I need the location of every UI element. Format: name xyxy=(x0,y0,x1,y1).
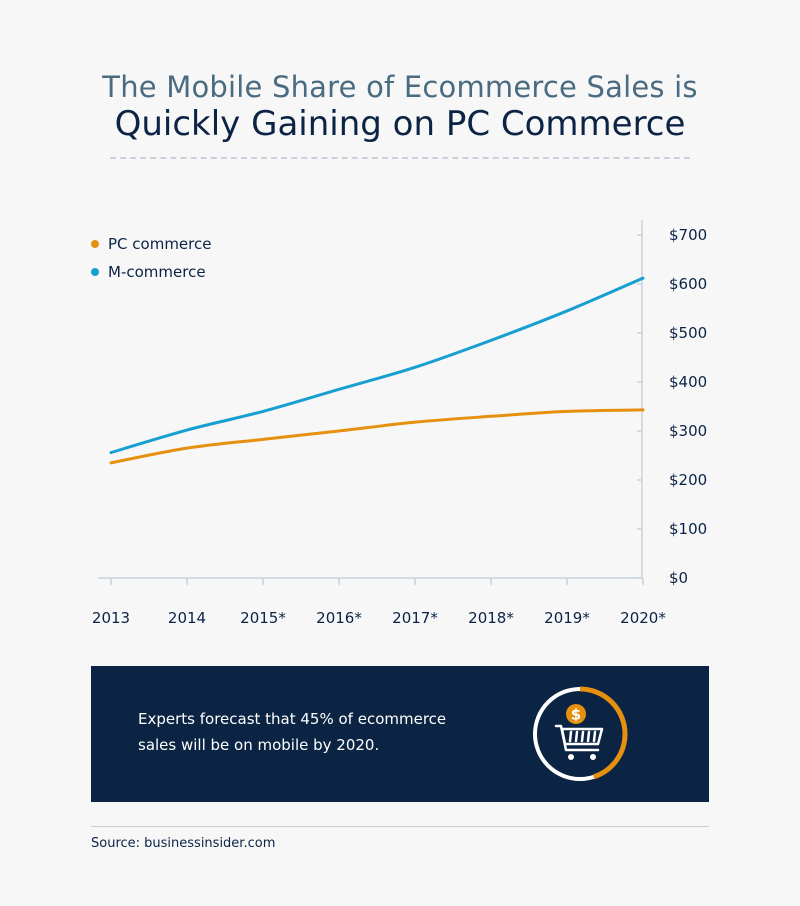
chart-legend: PC commerce M-commerce xyxy=(91,235,211,281)
y-tick-label: $0 xyxy=(669,569,688,587)
legend-label: M-commerce xyxy=(108,263,206,281)
source-divider xyxy=(91,826,709,827)
legend-label: PC commerce xyxy=(108,235,211,253)
legend-marker xyxy=(91,240,99,248)
x-tick-label: 2015* xyxy=(240,609,286,627)
x-tick-label: 2018* xyxy=(468,609,514,627)
shopping-cart-dollar-icon: $ xyxy=(532,686,628,782)
series-line-m-commerce xyxy=(109,276,645,455)
legend-marker xyxy=(91,268,99,276)
chart-axes: 2013 2014 2015* 2016* 2017* 2018* 2019* 2020* $0… xyxy=(92,220,707,627)
forecast-callout: Experts forecast that 45% of ecommerce s… xyxy=(91,666,709,802)
y-tick-label: $300 xyxy=(669,422,707,440)
y-tick-label: $400 xyxy=(669,373,707,391)
dollar-sign: $ xyxy=(571,706,581,724)
x-tick-label: 2020* xyxy=(620,609,666,627)
chart-series-layer xyxy=(109,276,645,465)
dollar-coin-icon xyxy=(566,704,586,724)
x-tick-label: 2019* xyxy=(544,609,590,627)
y-tick-label: $500 xyxy=(669,324,707,342)
x-tick-label: 2014 xyxy=(168,609,206,627)
y-tick-label: $100 xyxy=(669,520,707,538)
x-tick-label: 2017* xyxy=(392,609,438,627)
page-title-line2: Quickly Gaining on PC Commerce xyxy=(114,104,686,144)
y-tick-label: $600 xyxy=(669,275,707,293)
page-title-line1: The Mobile Share of Ecommerce Sales is xyxy=(102,70,698,104)
y-tick-label: $200 xyxy=(669,471,707,489)
callout-text: Experts forecast that 45% of ecommerce s… xyxy=(138,710,447,754)
title-divider xyxy=(110,157,690,159)
source-note: Source: businessinsider.com xyxy=(91,836,276,851)
cart-wheel-left xyxy=(568,754,574,760)
x-tick-label: 2016* xyxy=(316,609,362,627)
x-tick-label: 2013 xyxy=(92,609,130,627)
y-tick-label: $700 xyxy=(669,226,707,244)
series-line-pc-commerce xyxy=(109,408,645,465)
line-chart: 2013 2014 2015* 2016* 2017* 2018* 2019* 2020* $0… xyxy=(91,220,707,627)
cart-wheel-right xyxy=(590,754,596,760)
progress-ring-fill xyxy=(532,686,628,782)
cart-icon xyxy=(554,724,604,752)
